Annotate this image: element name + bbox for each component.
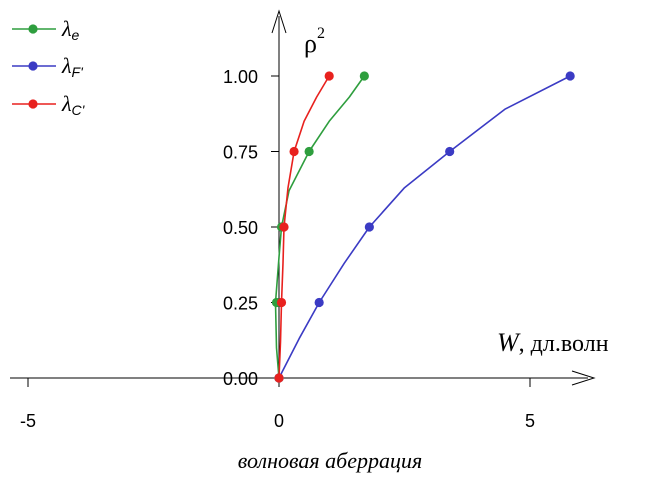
data-point-f-prime bbox=[314, 297, 324, 308]
y-tick-label: 0.75 bbox=[223, 143, 258, 163]
y-ticks: 0.00 0.25 0.50 0.75 1.00 bbox=[223, 67, 279, 389]
series-group bbox=[271, 71, 575, 383]
y-axis-title-exponent: 2 bbox=[317, 25, 325, 42]
legend-marker-e bbox=[28, 24, 38, 34]
legend-item-c-prime: λC' bbox=[12, 91, 86, 118]
svg-text:ρ2: ρ2 bbox=[304, 25, 325, 58]
y-tick-label: 0.25 bbox=[223, 294, 258, 314]
x-axis-arrow bbox=[571, 370, 596, 386]
data-point-c-prime bbox=[289, 146, 299, 157]
x-axis-title-symbol: W bbox=[497, 328, 521, 357]
legend-label-e: λe bbox=[61, 16, 80, 43]
series-line-c-prime bbox=[278, 75, 330, 379]
legend-label-f-prime: λF' bbox=[61, 53, 84, 80]
data-point-e bbox=[359, 71, 369, 81]
legend: λe λF' λC' bbox=[12, 16, 86, 118]
x-tick-label: 0 bbox=[274, 411, 284, 431]
y-axis-arrow bbox=[271, 9, 287, 34]
legend-label-c-prime: λC' bbox=[61, 91, 86, 118]
x-axis-title-unit: , дл.волн bbox=[519, 331, 609, 357]
data-point-e bbox=[304, 146, 314, 157]
svg-text:W, дл.волн: W, дл.волн bbox=[497, 328, 609, 357]
x-axis-title: W, дл.волн волновая аберрация bbox=[238, 328, 609, 473]
series-line-e bbox=[274, 75, 365, 379]
data-point-f-prime bbox=[445, 146, 455, 157]
legend-marker-f-prime bbox=[28, 61, 38, 71]
legend-item-e: λe bbox=[12, 16, 80, 43]
y-tick-label: 0.50 bbox=[223, 218, 258, 238]
x-axis-caption: волновая аберрация bbox=[238, 448, 422, 473]
x-tick-label: -5 bbox=[20, 411, 36, 431]
data-point-c-prime bbox=[279, 222, 289, 232]
y-tick-label: 0.00 bbox=[223, 369, 258, 389]
legend-item-f-prime: λF' bbox=[12, 53, 84, 80]
data-point-c-prime bbox=[276, 297, 287, 308]
x-ticks: -10-50510 bbox=[20, 378, 535, 431]
data-point-c-prime bbox=[274, 373, 284, 383]
data-point-c-prime bbox=[324, 71, 334, 81]
y-tick-label: 1.00 bbox=[223, 67, 258, 87]
y-axis-title: ρ2 bbox=[304, 25, 325, 58]
y-axis-title-base: ρ bbox=[304, 29, 317, 58]
data-point-f-prime bbox=[364, 222, 374, 232]
legend-marker-c-prime bbox=[28, 99, 38, 109]
x-tick-label: 5 bbox=[525, 411, 535, 431]
data-point-f-prime bbox=[565, 71, 575, 81]
